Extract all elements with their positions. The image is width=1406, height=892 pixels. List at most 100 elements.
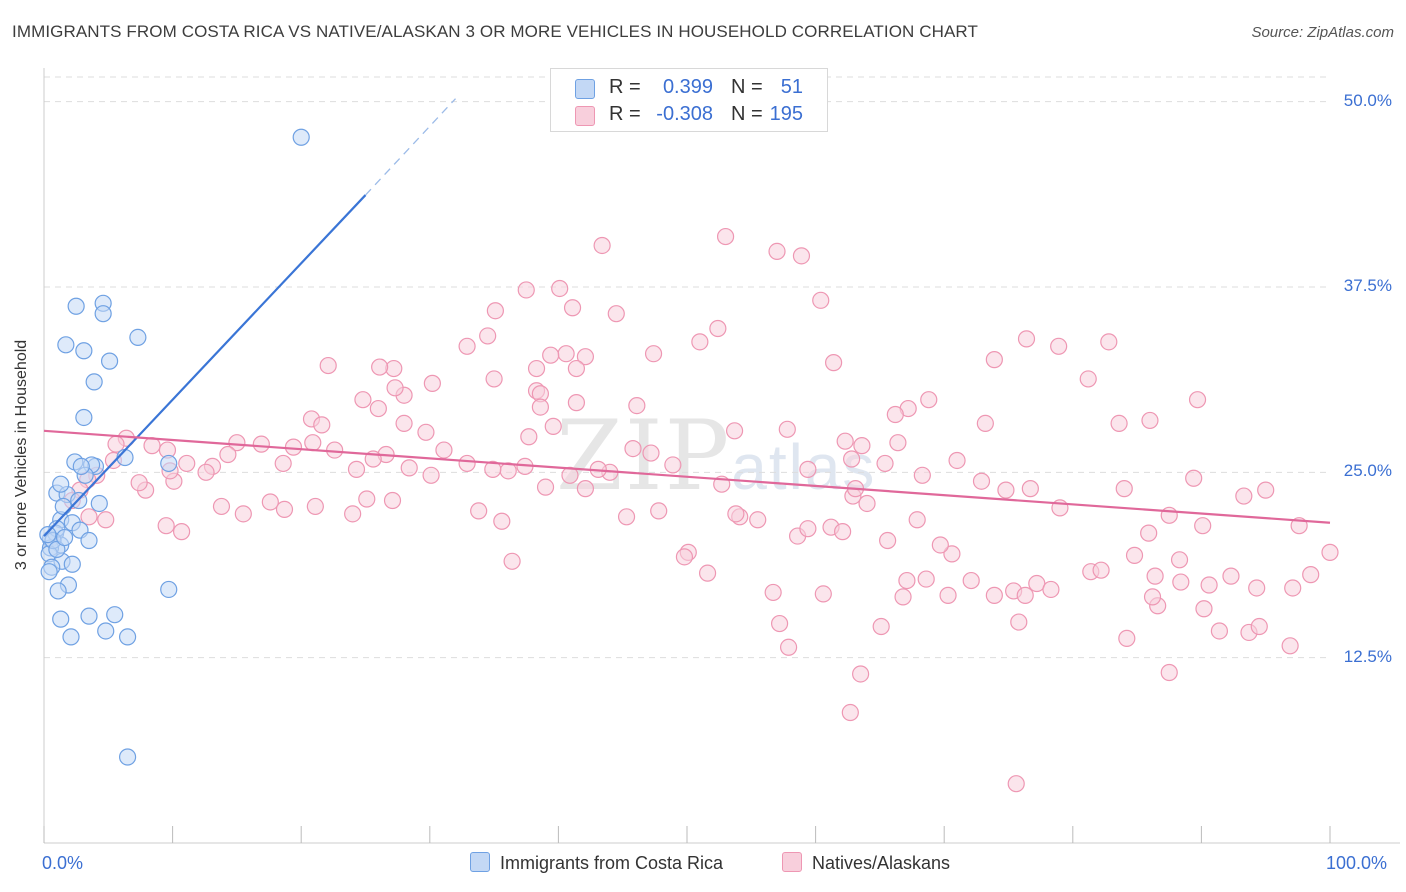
bottom-legend-label-costa-rica: Immigrants from Costa Rica — [500, 853, 724, 873]
natives-point — [544, 417, 562, 435]
natives-point — [358, 490, 376, 508]
legend-n-label: N = — [731, 103, 763, 125]
x-axis-min-label: 0.0% — [42, 853, 84, 873]
natives-point — [778, 420, 796, 438]
costa-rica-point — [49, 582, 67, 600]
natives-point — [485, 370, 503, 388]
costa-rica-point — [160, 454, 178, 473]
natives-point — [551, 279, 569, 298]
costa-rica-trendline-extension — [365, 98, 456, 196]
natives-point — [470, 502, 488, 520]
y-tick-label: 25.0% — [1343, 461, 1392, 481]
natives-point — [517, 281, 535, 299]
natives-point — [1188, 391, 1207, 409]
natives-point — [527, 359, 546, 378]
natives-point — [858, 494, 876, 513]
natives-point — [212, 497, 231, 516]
natives-point — [985, 351, 1003, 369]
correlation-legend: R = 0.399 N = 51 R = -0.308 N = 195 — [550, 68, 828, 132]
natives-point — [1125, 546, 1144, 564]
costa-rica-point — [54, 497, 72, 516]
natives-point — [872, 617, 890, 636]
natives-point — [458, 454, 476, 473]
natives-point — [675, 548, 694, 566]
natives-point — [889, 434, 907, 452]
costa-rica-point — [67, 297, 85, 315]
natives-point — [1143, 588, 1162, 606]
natives-point — [825, 354, 843, 372]
costa-rica-point — [75, 408, 93, 427]
natives-point — [219, 445, 237, 464]
natives-point — [948, 451, 966, 470]
natives-point — [371, 358, 389, 376]
natives-point — [486, 302, 504, 320]
costa-rica-point — [52, 610, 70, 628]
natives-point — [1200, 576, 1218, 594]
natives-point — [1281, 637, 1299, 655]
costa-rica-point — [94, 305, 112, 323]
natives-point — [563, 299, 582, 317]
costa-rica-point — [63, 555, 81, 573]
natives-point — [1050, 337, 1068, 355]
natives-point — [1210, 622, 1229, 640]
bottom-legend-costa-rica: Immigrants from Costa Rica — [470, 852, 723, 874]
natives-point — [917, 570, 935, 588]
natives-point — [799, 460, 817, 478]
natives-point — [228, 434, 246, 452]
natives-point — [274, 454, 292, 473]
natives-point — [395, 414, 413, 432]
natives-point — [417, 423, 435, 441]
legend-row-costa-rica: R = 0.399 N = 51 — [551, 73, 827, 101]
natives-point — [997, 481, 1015, 499]
natives-point — [130, 474, 148, 492]
legend-r-value: 0.399 — [662, 76, 713, 98]
natives-point — [1115, 480, 1133, 498]
natives-point — [284, 438, 303, 456]
legend-n-label: N = — [731, 76, 763, 98]
natives-point — [1194, 517, 1212, 535]
natives-point — [841, 703, 859, 722]
natives-point — [173, 523, 191, 541]
costa-rica-point — [40, 563, 58, 581]
legend-n-value: 195 — [769, 103, 803, 125]
natives-point — [567, 359, 586, 378]
costa-rica-point — [57, 336, 75, 354]
costa-rica-point — [75, 342, 93, 360]
natives-point — [252, 435, 270, 453]
natives-point — [422, 466, 440, 484]
natives-point — [1021, 480, 1039, 498]
y-axis-label: 3 or more Vehicles in Household — [13, 339, 30, 571]
natives-point — [557, 345, 575, 363]
natives-point — [197, 463, 215, 481]
natives-point — [709, 319, 727, 338]
natives-point — [503, 552, 521, 570]
x-axis-max-label: 100.0% — [1326, 853, 1388, 873]
natives-point — [1195, 600, 1213, 618]
costa-rica-point — [292, 128, 310, 146]
bottom-legend-swatch-natives — [782, 852, 802, 872]
natives-point — [852, 665, 870, 683]
legend-r-label: R = — [609, 103, 641, 125]
natives-point — [931, 536, 949, 554]
natives-point — [1284, 579, 1302, 597]
natives-point — [261, 493, 279, 511]
natives-point — [799, 520, 817, 538]
natives-point — [716, 227, 735, 246]
costa-rica-point — [129, 328, 147, 347]
natives-point — [1010, 613, 1028, 631]
natives-point — [385, 359, 403, 378]
natives-point — [725, 422, 744, 440]
natives-point — [920, 391, 938, 409]
natives-point — [97, 511, 115, 529]
natives-point — [650, 502, 668, 520]
costa-rica-point — [118, 748, 137, 766]
natives-point — [1118, 629, 1136, 647]
natives-point — [886, 405, 904, 424]
natives-point — [1302, 566, 1320, 584]
natives-point — [576, 480, 595, 498]
natives-point — [814, 585, 832, 603]
natives-point — [275, 500, 294, 518]
natives-point — [1222, 567, 1240, 585]
bottom-legend-swatch-costa-rica — [470, 852, 490, 872]
